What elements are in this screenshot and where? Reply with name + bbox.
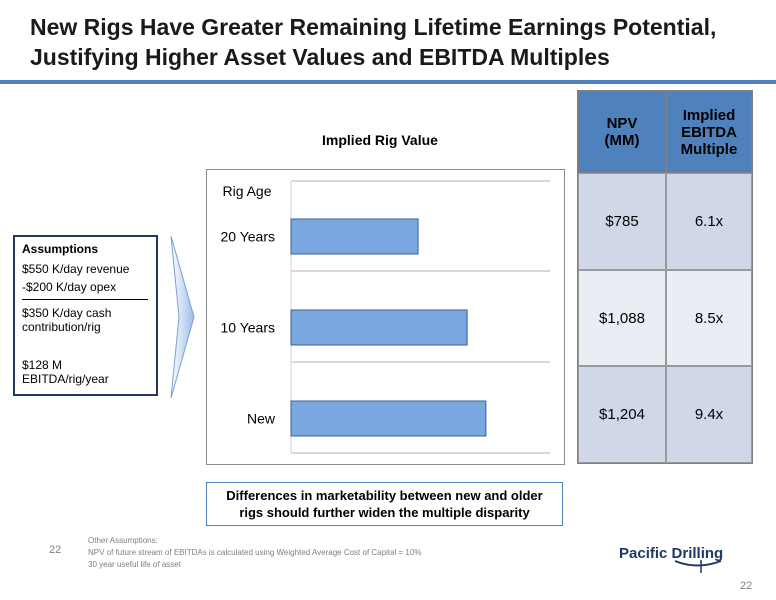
title-line-1: New Rigs Have Greater Remaining Lifetime… [30, 14, 717, 40]
bar-new [290, 400, 487, 437]
assumptions-heading: Assumptions [22, 242, 99, 256]
npv-table: NPV (MM) Implied EBITDA Multiple $785 6.… [577, 90, 753, 464]
logo-swoosh [674, 560, 722, 567]
table-cell: $785 [578, 173, 666, 270]
assumption-ebitda: $128 M EBITDA/rig/year [22, 358, 109, 386]
rig-value-chart: Rig Age 20 Years 10 Years New [206, 169, 565, 465]
category-label: 20 Years [221, 229, 276, 245]
company-logo: Pacific Drilling [619, 545, 723, 573]
assumption-revenue: $550 K/day revenue [22, 262, 130, 276]
title-line-2: Justifying Higher Asset Values and EBITD… [30, 44, 610, 70]
footnote: Other Assumptions: NPV of future stream … [88, 535, 421, 571]
footnote-title: Other Assumptions: [88, 536, 158, 545]
assumption-contribution: $350 K/day cash contribution/rig [22, 306, 112, 334]
table-header-multiple: Implied EBITDA Multiple [666, 91, 752, 173]
callout-text: Differences in marketability between new… [226, 488, 543, 520]
title-divider [0, 80, 776, 84]
table-header-npv: NPV (MM) [578, 91, 666, 173]
chart-canvas: Rig Age 20 Years 10 Years New [221, 180, 550, 454]
bar-20-years [290, 218, 419, 255]
table-cell: 9.4x [666, 366, 752, 463]
assumption-opex: -$200 K/day opex [22, 280, 117, 294]
page-number-right: 22 [740, 580, 753, 592]
y-axis-label: Rig Age [222, 183, 271, 199]
table-cell: 8.5x [666, 270, 752, 366]
table-cell: $1,088 [578, 270, 666, 366]
logo-text: Pacific Drilling [619, 545, 723, 562]
category-label: 10 Years [221, 320, 276, 336]
footnote-line: NPV of future stream of EBITDAs is calcu… [88, 548, 422, 557]
category-label: New [247, 411, 276, 427]
chart-title: Implied Rig Value [322, 132, 438, 148]
page-number-left: 22 [49, 544, 62, 556]
table-cell: $1,204 [578, 366, 666, 463]
chevron-arrow-icon [170, 235, 195, 399]
callout-box: Differences in marketability between new… [206, 482, 563, 526]
header-label: NPV (MM) [604, 115, 640, 149]
bar-10-years [290, 309, 468, 346]
header-label: Implied EBITDA Multiple [680, 106, 738, 158]
page-title: New Rigs Have Greater Remaining Lifetime… [30, 12, 770, 72]
footnote-line: 30 year useful life of asset [88, 560, 181, 569]
table-cell: 6.1x [666, 173, 752, 270]
assumptions-box: Assumptions $550 K/day revenue -$200 K/d… [13, 235, 158, 396]
assumptions-sum-line [22, 299, 148, 300]
